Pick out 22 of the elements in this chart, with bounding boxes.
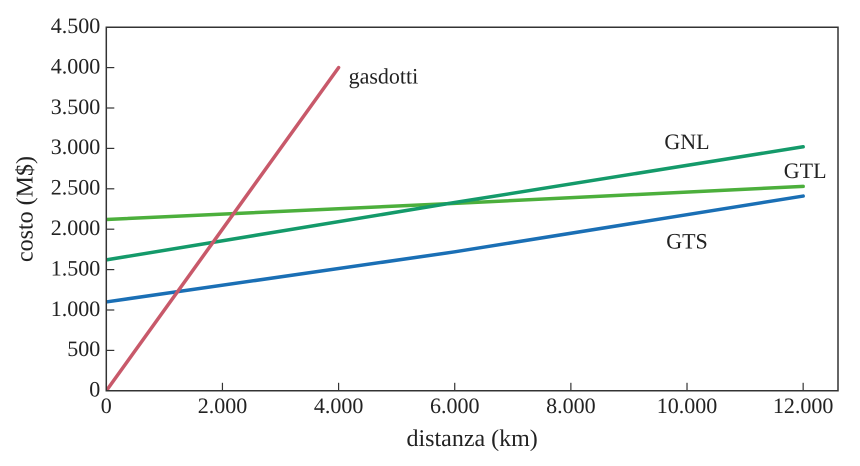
- x-tick-label: 4.000: [314, 392, 364, 418]
- y-tick-label: 0: [89, 376, 100, 402]
- series-label: GTL: [784, 158, 827, 184]
- y-axis-title: costo (M$): [12, 156, 39, 262]
- y-tick-label: 1.500: [50, 255, 100, 280]
- y-tick-label: 3.500: [50, 94, 100, 119]
- x-tick-label: 8.000: [546, 392, 596, 418]
- y-tick-label: 3.000: [50, 134, 100, 160]
- y-tick-label: 2.000: [50, 214, 100, 240]
- y-tick-label: 1.000: [50, 296, 100, 321]
- y-tick-label: 2.500: [50, 174, 100, 200]
- x-tick-label: 10.000: [656, 392, 718, 418]
- series-label: gasdotti: [348, 63, 418, 88]
- x-axis-title: distanza (km): [406, 426, 538, 452]
- y-tick-label: 500: [67, 336, 100, 362]
- x-tick-label: 12.000: [772, 392, 834, 418]
- x-tick-label: 6.000: [430, 392, 480, 418]
- series-label: GNL: [664, 129, 710, 154]
- series-label: GTS: [666, 228, 708, 254]
- x-tick-label: 2.000: [198, 392, 248, 418]
- y-tick-label: 4.000: [50, 53, 100, 78]
- y-tick-label: 4.500: [50, 12, 100, 38]
